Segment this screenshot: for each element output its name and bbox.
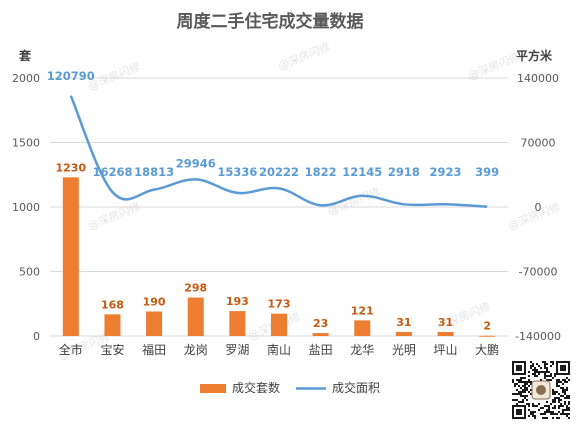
line-value-label: 399 [475,165,499,179]
right-tick-label: -140000 [515,330,561,343]
x-tick-label: 全市 [59,342,83,357]
bar [187,297,204,336]
chart-title: 周度二手住宅成交量数据 [177,11,364,32]
x-tick-label: 龙华 [350,343,374,357]
x-tick-label: 光明 [392,343,416,357]
legend-label-line: 成交面积 [332,380,380,395]
bar-value-label: 173 [268,298,291,311]
bar [312,333,329,336]
bar [104,314,121,336]
watermark-text: @深房闪修 [86,199,142,233]
line-value-label: 2923 [430,165,462,179]
bar [395,332,412,336]
line-value-label: 120790 [47,69,95,83]
bar-value-label: 2 [483,320,491,333]
right-tick-label: 140000 [517,72,559,85]
legend-label-bar: 成交套数 [232,380,280,395]
line-value-label: 20222 [259,165,299,179]
legend-swatch-bar [200,384,226,393]
bar-value-label: 168 [101,298,124,311]
left-tick-label: 1000 [12,201,40,214]
line-value-label: 1822 [305,165,337,179]
left-tick-label: 0 [33,330,40,343]
bar-value-label: 298 [184,282,207,295]
right-tick-label: 70000 [521,137,556,150]
bar [146,311,163,336]
x-axis-labels: 全市 宝安 福田 龙岗 罗湖 南山 盐田 龙华 光明 坪山 大鹏 [59,342,499,357]
x-tick-label: 南山 [267,342,291,357]
bar-data-labels: 1230 168 190 298 193 173 23 121 31 31 2 [56,161,492,332]
left-axis-unit: 套 [18,48,32,63]
bar-value-label: 31 [396,316,411,329]
x-tick-label: 福田 [142,342,166,357]
bar-value-label: 193 [226,295,249,308]
line-value-label: 2918 [388,165,420,179]
bar [229,311,246,336]
x-tick-label: 龙岗 [184,343,208,357]
line-value-label: 16268 [92,165,132,179]
x-tick-label: 宝安 [100,342,124,357]
left-axis-ticks: 0 500 1000 1500 2000 [12,72,40,343]
bar-value-label: 121 [351,304,374,317]
bar-value-label: 190 [143,295,166,308]
line-value-label: 12145 [342,165,382,179]
bar-series [62,177,496,337]
left-tick-label: 1500 [12,137,40,150]
bar [437,332,454,336]
line-value-label: 29946 [176,156,216,170]
bar [62,177,79,336]
x-tick-label: 大鹏 [475,343,499,357]
bar [479,335,496,337]
bar [271,313,287,336]
left-tick-label: 2000 [12,72,40,85]
area-line [69,95,488,208]
left-tick-label: 500 [19,266,40,279]
bar-value-label: 1230 [56,161,87,174]
bar-value-label: 23 [313,317,328,330]
right-tick-label: -70000 [519,266,558,279]
x-tick-label: 盐田 [309,343,333,357]
qr-code-icon [510,359,572,421]
bar-value-label: 31 [438,316,453,329]
watermark-text: @深房闪修 [276,39,332,73]
bar [354,320,371,336]
legend: 成交套数 成交面积 [200,380,380,395]
line-value-label: 18813 [134,165,174,179]
line-series [69,95,488,208]
watermark-text: @深房闪修 [326,184,382,218]
right-axis-unit: 平方米 [516,48,553,63]
right-tick-label: 0 [535,201,542,214]
line-value-label: 15336 [217,165,257,179]
right-axis-ticks: -140000 -70000 0 70000 140000 [515,72,561,343]
x-tick-label: 坪山 [434,343,458,357]
x-tick-label: 罗湖 [225,342,249,357]
